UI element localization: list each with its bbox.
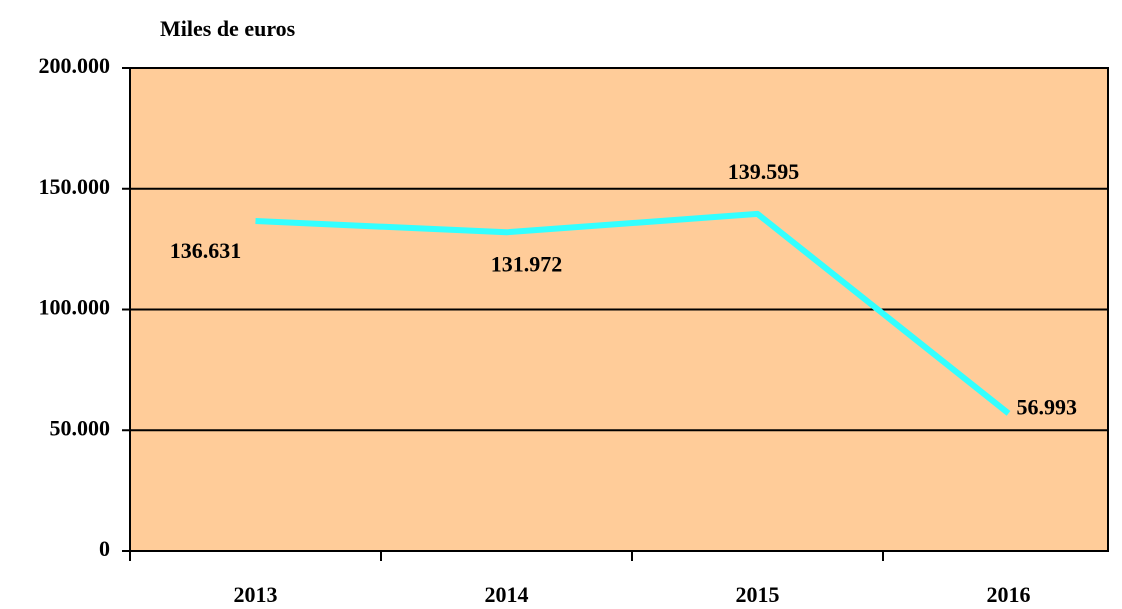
y-tick-label: 0 — [99, 536, 110, 561]
data-label: 131.972 — [491, 251, 563, 276]
x-tick-label: 2015 — [736, 582, 780, 607]
x-tick-label: 2016 — [987, 582, 1031, 607]
y-tick-label: 150.000 — [39, 174, 111, 199]
data-label: 56.993 — [1017, 394, 1078, 419]
x-tick-label: 2014 — [485, 582, 529, 607]
x-tick-label: 2013 — [234, 582, 278, 607]
y-tick-label: 100.000 — [39, 295, 111, 320]
y-tick-label: 50.000 — [50, 415, 111, 440]
axis-title: Miles de euros — [160, 16, 296, 41]
data-label: 139.595 — [728, 159, 800, 184]
y-tick-label: 200.000 — [39, 53, 111, 78]
line — [255, 210, 1011, 416]
data-label: 136.631 — [170, 238, 242, 263]
